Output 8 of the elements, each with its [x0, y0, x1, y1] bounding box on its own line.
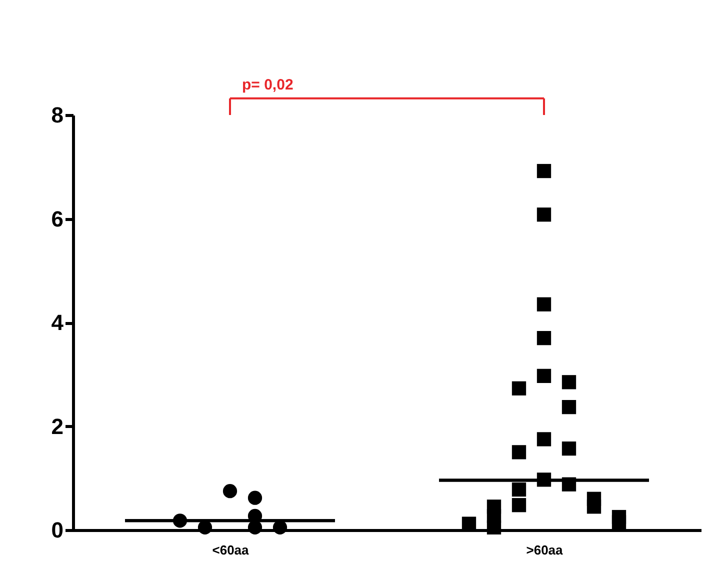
x-tick-label: >60aa: [526, 542, 564, 558]
y-tick-label: 2: [51, 414, 64, 439]
y-tick-label: 6: [51, 206, 64, 232]
y-tick-label: 0: [51, 518, 64, 542]
text: p= 0,02: [242, 76, 294, 94]
y-tick-label: 4: [51, 310, 64, 335]
y-tick-label: 8: [51, 102, 64, 128]
x-tick-label: <60aa: [212, 542, 250, 558]
